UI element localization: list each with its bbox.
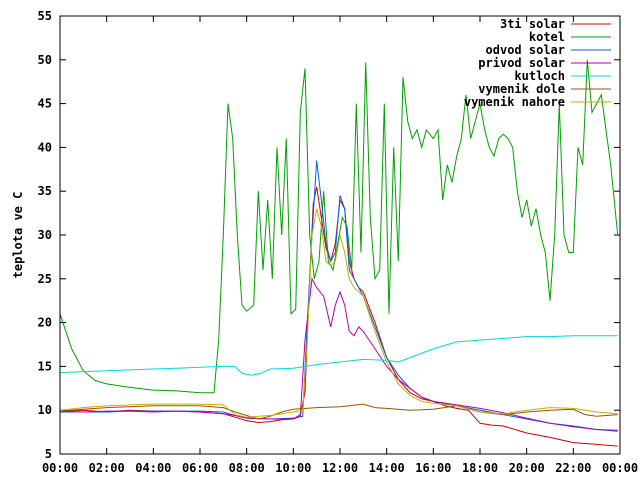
legend-label: odvod solar — [486, 43, 565, 57]
y-tick-label: 55 — [38, 9, 52, 23]
y-tick-label: 25 — [38, 272, 52, 286]
x-tick-label: 20:00 — [509, 461, 545, 475]
y-tick-label: 50 — [38, 53, 52, 67]
x-tick-label: 08:00 — [229, 461, 265, 475]
series-line-privod-solar — [59, 277, 618, 431]
series-line-vymenik-nahore — [59, 208, 618, 418]
x-tick-label: 22:00 — [555, 461, 591, 475]
x-tick-label: 04:00 — [135, 461, 171, 475]
series-line-kotel — [59, 59, 619, 394]
y-tick-label: 35 — [38, 184, 52, 198]
series-line-vymenik-dole — [59, 403, 618, 420]
y-tick-label: 10 — [38, 403, 52, 417]
y-tick-label: 20 — [38, 316, 52, 330]
series-line-kutloch — [59, 335, 618, 376]
x-tick-label: 10:00 — [275, 461, 311, 475]
x-tick-label: 00:00 — [42, 461, 78, 475]
y-axis-label: teplota ve C — [11, 192, 25, 279]
legend-label: privod solar — [478, 56, 565, 70]
x-tick-labels: 00:00 02:00 04:00 06:00 08:00 10:00 12:00 14:00… — [42, 461, 638, 475]
y-tick-label: 30 — [38, 228, 52, 242]
x-tick-label: 18:00 — [462, 461, 498, 475]
legend-label: 3ti solar — [500, 17, 565, 31]
y-tick-labels: 5 10 15 20 25 30 35 40 45 50 55 — [38, 9, 52, 461]
x-tick-label: 02:00 — [89, 461, 125, 475]
legend-label: vymenik nahore — [464, 95, 565, 109]
x-tick-label: 16:00 — [415, 461, 451, 475]
legend-label: kutloch — [514, 69, 565, 83]
x-tick-label: 14:00 — [369, 461, 405, 475]
x-tick-label: 00:00 — [602, 461, 638, 475]
x-tick-label: 06:00 — [182, 461, 218, 475]
plot-frame — [59, 15, 621, 455]
legend-label: kotel — [529, 30, 565, 44]
x-tick-label: 12:00 — [322, 461, 358, 475]
y-tick-label: 40 — [38, 140, 52, 154]
series-layer — [59, 59, 619, 447]
y-tick-label: 5 — [45, 447, 52, 461]
y-tick-label: 45 — [38, 97, 52, 111]
y-tick-label: 15 — [38, 359, 52, 373]
legend-label: vymenik dole — [478, 82, 565, 96]
series-line-odvod-solar — [60, 160, 618, 432]
